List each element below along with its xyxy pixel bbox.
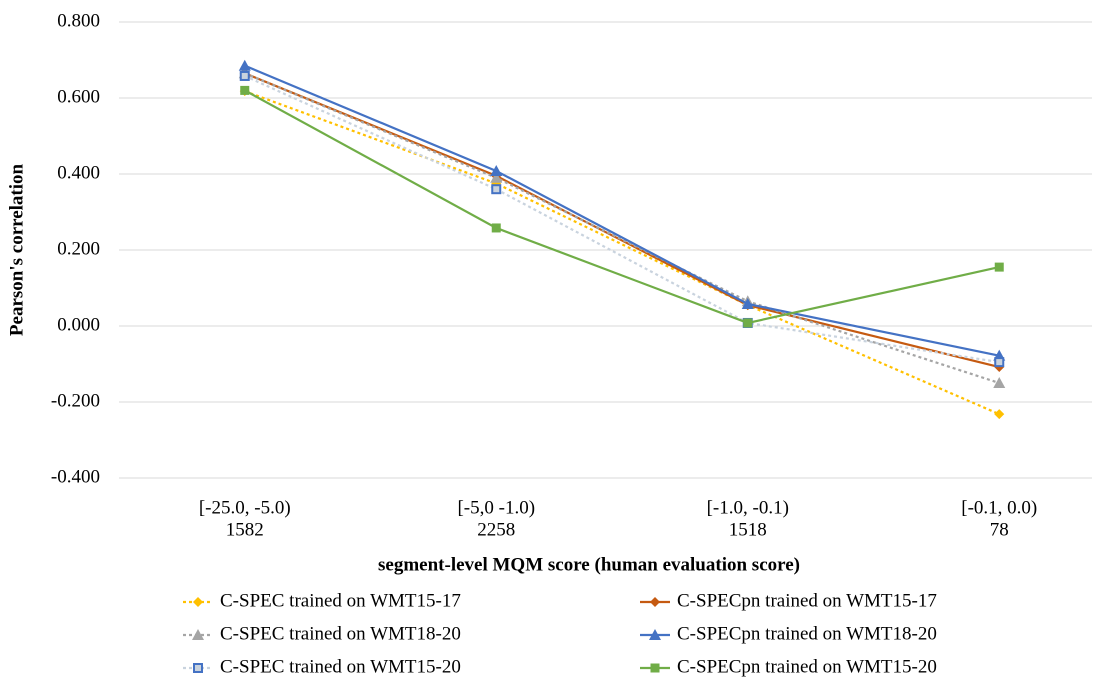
x-tick-label: [-0.1, 0.0) bbox=[961, 497, 1037, 518]
series-line bbox=[244, 89, 1000, 325]
y-tick-label: -0.200 bbox=[51, 390, 100, 411]
y-tick-label: -0.400 bbox=[51, 466, 100, 487]
legend-label: C-SPECpn trained on WMT15-20 bbox=[677, 656, 937, 677]
marker bbox=[650, 597, 660, 607]
y-tick-label: 0.000 bbox=[57, 314, 100, 335]
series-line bbox=[244, 64, 1000, 357]
marker bbox=[741, 297, 754, 309]
legend-label: C-SPEC trained on WMT15-20 bbox=[220, 656, 461, 677]
y-tick-label: 0.400 bbox=[57, 162, 100, 183]
x-tick-label: 1582 bbox=[226, 519, 264, 540]
x-tick-label: 2258 bbox=[477, 519, 515, 540]
x-tick-label: [-5,0 -1.0) bbox=[457, 497, 535, 518]
marker bbox=[238, 59, 251, 71]
marker bbox=[193, 663, 203, 673]
series-line bbox=[244, 72, 1000, 369]
marker bbox=[743, 318, 753, 328]
marker bbox=[239, 70, 250, 81]
x-tick-label: [-1.0, -0.1) bbox=[707, 497, 789, 518]
legend-label: C-SPECpn trained on WMT18-20 bbox=[677, 623, 937, 644]
marker bbox=[490, 171, 503, 183]
legend-label: C-SPEC trained on WMT15-17 bbox=[220, 590, 461, 611]
series-line bbox=[244, 72, 1000, 385]
x-tick-label: 1518 bbox=[729, 519, 767, 540]
series-line bbox=[244, 90, 1000, 416]
legend-label: C-SPECpn trained on WMT15-17 bbox=[677, 590, 937, 611]
y-tick-label: 0.800 bbox=[57, 10, 100, 31]
marker bbox=[193, 597, 203, 607]
x-tick-label: [-25.0, -5.0) bbox=[199, 497, 291, 518]
marker bbox=[994, 357, 1005, 368]
x-tick-label: 78 bbox=[990, 519, 1009, 540]
marker bbox=[240, 85, 250, 95]
marker bbox=[649, 629, 661, 640]
marker bbox=[994, 409, 1005, 420]
marker bbox=[490, 164, 503, 176]
y-tick-label: 0.200 bbox=[57, 238, 100, 259]
marker bbox=[993, 377, 1006, 388]
marker bbox=[994, 262, 1004, 272]
marker bbox=[491, 223, 501, 233]
y-tick-label: 0.600 bbox=[57, 86, 100, 107]
y-axis-title: Pearson's correlation bbox=[6, 163, 27, 336]
x-axis-title: segment-level MQM score (human evaluatio… bbox=[378, 554, 800, 575]
marker bbox=[491, 184, 502, 195]
marker bbox=[650, 663, 660, 673]
legend-label: C-SPEC trained on WMT18-20 bbox=[220, 623, 461, 644]
marker bbox=[192, 629, 204, 640]
